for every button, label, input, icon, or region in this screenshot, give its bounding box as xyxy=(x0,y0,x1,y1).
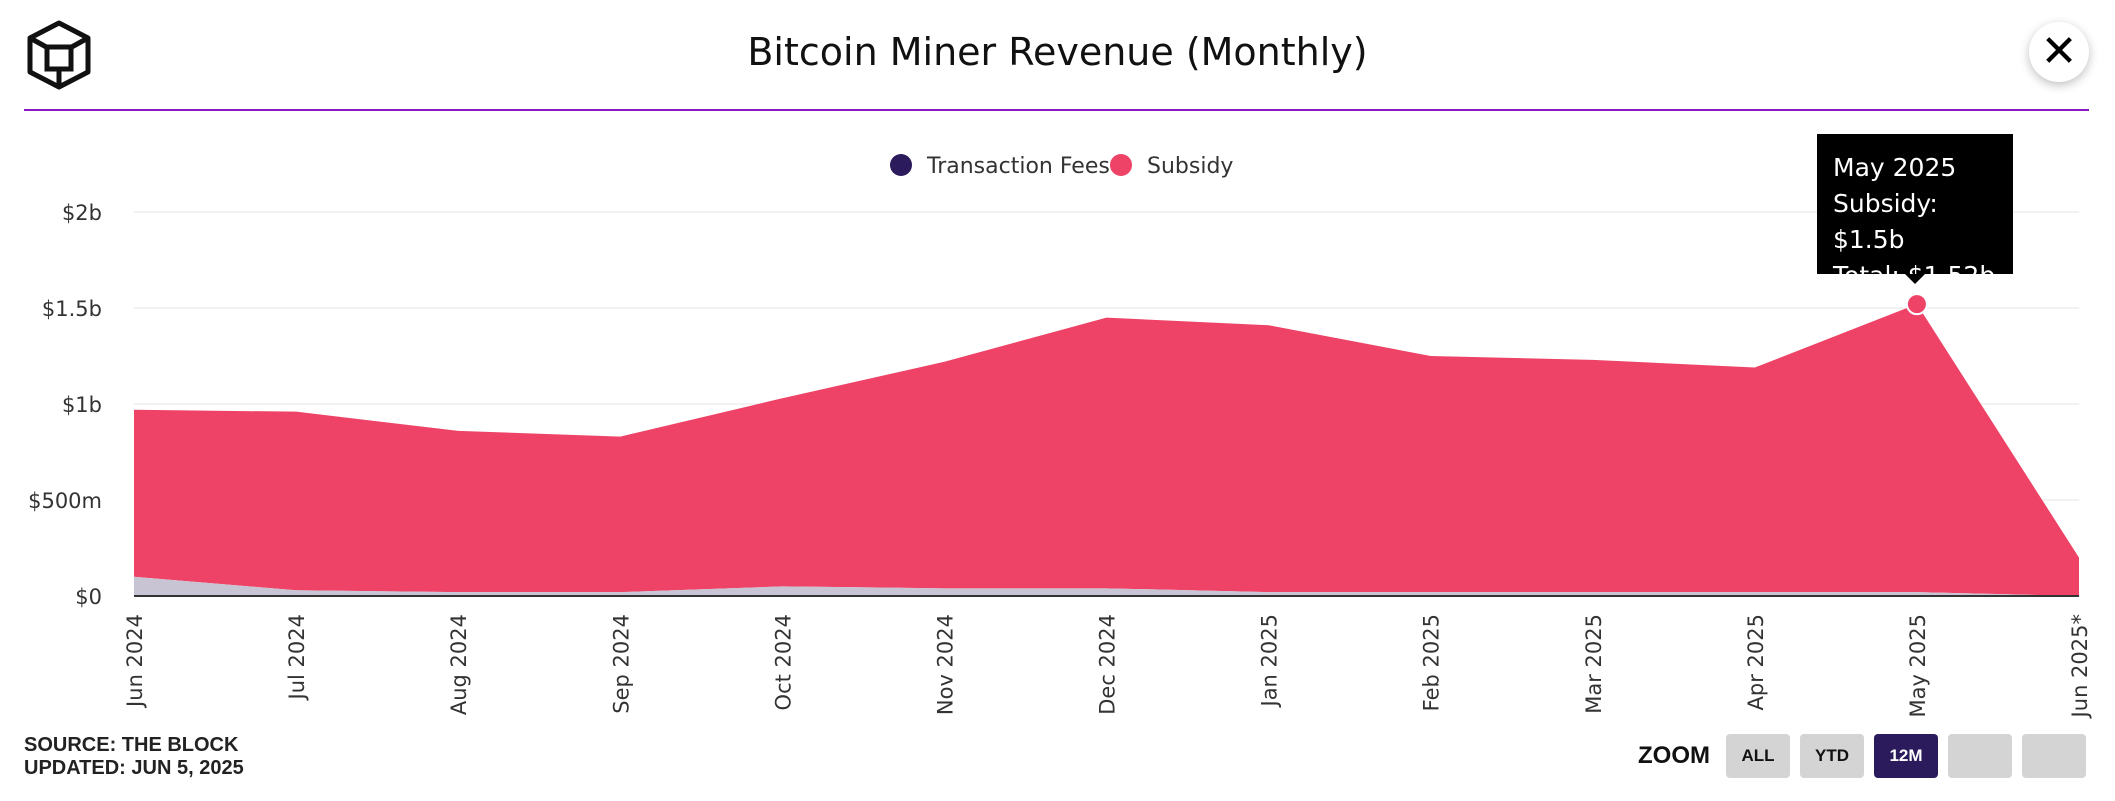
x-tick-label: Jun 2025* xyxy=(2068,614,2092,719)
title-divider xyxy=(24,109,2089,111)
tooltip-total: Total: $1.52b xyxy=(1833,261,1996,290)
tooltip-date: May 2025 xyxy=(1833,153,1957,182)
x-tick-label: Oct 2024 xyxy=(771,614,795,710)
x-tick-label: Aug 2024 xyxy=(447,614,471,715)
x-tick-label: May 2025 xyxy=(1906,614,1930,718)
the-block-cube-logo-icon xyxy=(27,20,91,90)
subsidy-area xyxy=(134,304,2079,596)
zoom-button-5[interactable] xyxy=(2022,734,2086,778)
y-tick-label: $1.5b xyxy=(42,297,102,321)
source-note: SOURCE: THE BLOCK UPDATED: JUN 5, 2025 xyxy=(24,734,244,780)
x-tick-label: Nov 2024 xyxy=(933,614,957,715)
x-tick-label: Jul 2024 xyxy=(285,614,309,701)
y-tick-label: $1b xyxy=(62,393,102,417)
legend-label: Transaction Fees xyxy=(926,154,1110,179)
x-tick-label: Feb 2025 xyxy=(1420,614,1444,711)
x-tick-label: Apr 2025 xyxy=(1744,614,1768,710)
zoom-12m-button[interactable]: 12M xyxy=(1874,734,1938,778)
source-text: SOURCE: THE BLOCK xyxy=(24,734,239,756)
zoom-ytd-button[interactable]: YTD xyxy=(1800,734,1864,778)
chart-title: Bitcoin Miner Revenue (Monthly) xyxy=(747,30,1368,74)
data-tooltip: May 2025 Subsidy: $1.5b Total: $1.52b xyxy=(1817,134,2013,290)
transaction-fees-area xyxy=(134,576,2079,596)
close-button[interactable]: ✕ xyxy=(2029,22,2089,82)
tooltip-subsidy: Subsidy: $1.5b xyxy=(1833,189,1938,254)
legend-label: Subsidy xyxy=(1147,154,1233,179)
zoom-controls: ZOOM ALL YTD 12M xyxy=(1638,734,2096,778)
the-block-logo xyxy=(24,20,94,90)
highlight-point xyxy=(1905,293,1928,316)
x-tick-label: Dec 2024 xyxy=(1096,614,1120,715)
legend-marker xyxy=(890,154,912,176)
zoom-button-4[interactable] xyxy=(1948,734,2012,778)
chart-area: $0 $500m $1b $1.5b $2b Jun 2024 Jul 2024 Aug 20… xyxy=(28,154,2092,719)
x-tick-label: Mar 2025 xyxy=(1582,614,1606,714)
x-tick-label: Sep 2024 xyxy=(609,614,633,714)
y-tick-label: $500m xyxy=(28,489,102,513)
x-tick-label: Jun 2024 xyxy=(123,614,147,709)
x-tick-label: Jan 2025 xyxy=(1258,614,1282,709)
legend-marker xyxy=(1110,154,1132,176)
y-tick-label: $2b xyxy=(62,201,102,225)
updated-text: UPDATED: JUN 5, 2025 xyxy=(24,757,244,779)
zoom-label: ZOOM xyxy=(1638,742,1710,769)
close-icon: ✕ xyxy=(2040,26,2078,77)
y-tick-label: $0 xyxy=(75,585,102,609)
zoom-all-button[interactable]: ALL xyxy=(1726,734,1790,778)
